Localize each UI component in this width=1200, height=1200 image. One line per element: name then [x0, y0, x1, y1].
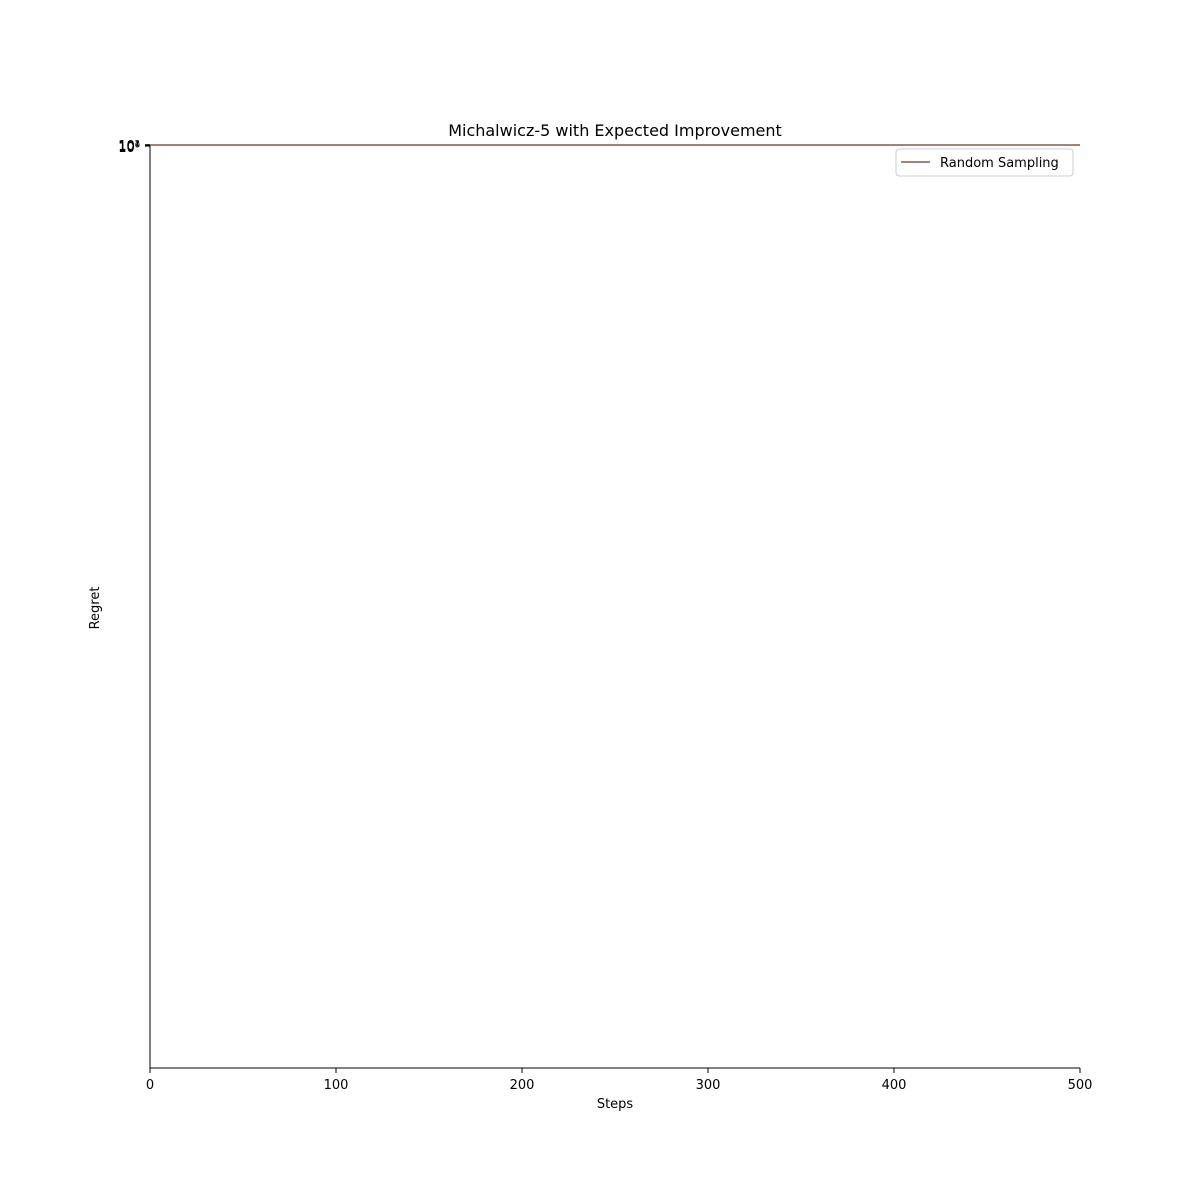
chart-title: Michalwicz-5 with Expected Improvement: [448, 121, 782, 140]
x-tick-label: 0: [146, 1078, 154, 1093]
x-axis-ticks: 0 100 200 300 400 500: [146, 1068, 1093, 1093]
y-tick-label: 10²: [118, 139, 140, 154]
x-tick-label: 200: [510, 1078, 535, 1093]
x-tick-label: 100: [324, 1078, 349, 1093]
legend-box: [895, 148, 1074, 177]
x-tick-label: 300: [696, 1078, 721, 1093]
x-tick-label: 500: [1068, 1078, 1093, 1093]
legend-label-random-sampling: Random Sampling: [940, 156, 1059, 171]
x-axis-label: Steps: [597, 1097, 634, 1112]
y-tick-label: 10⁰: [118, 141, 140, 156]
y-tick-label: 10¹: [118, 140, 140, 155]
y-axis-label: Regret: [88, 587, 103, 630]
x-tick-label: 400: [882, 1078, 907, 1093]
legend: Random Sampling: [895, 148, 1074, 177]
